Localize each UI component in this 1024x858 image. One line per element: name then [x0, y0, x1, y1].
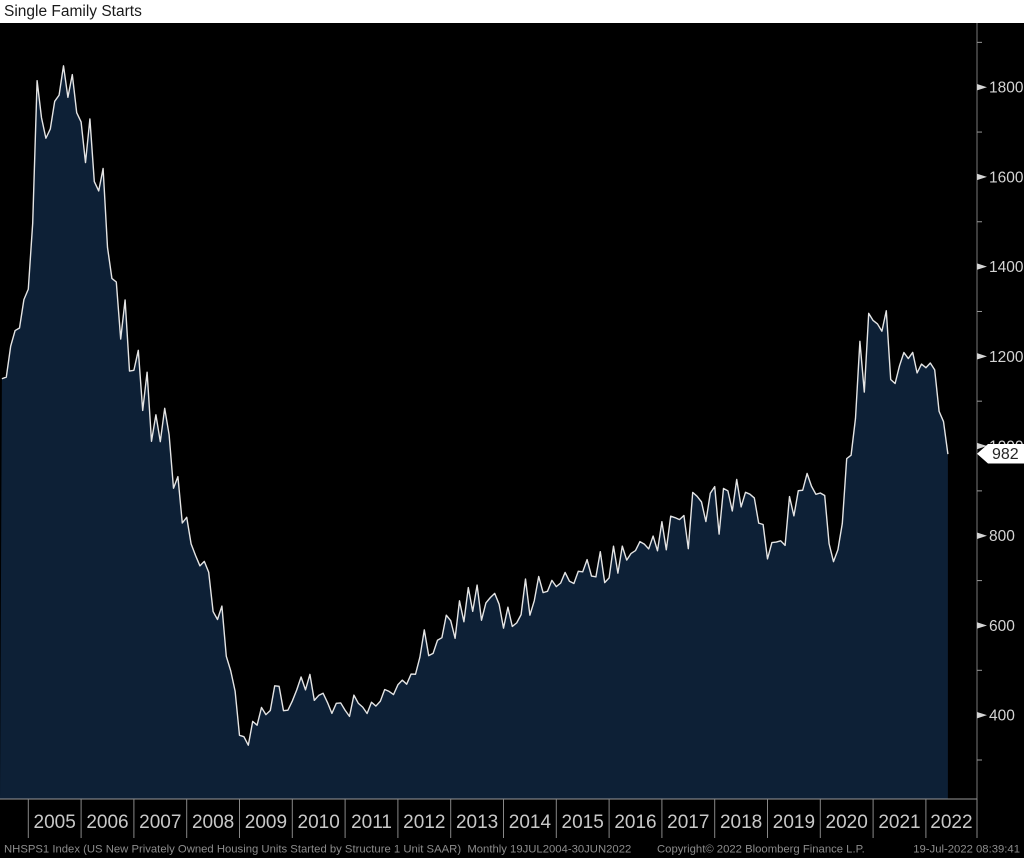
svg-text:2013: 2013 — [456, 812, 498, 833]
svg-text:2022: 2022 — [930, 812, 972, 833]
svg-text:2007: 2007 — [139, 812, 181, 833]
svg-text:2015: 2015 — [562, 812, 604, 833]
svg-text:2019: 2019 — [773, 812, 815, 833]
svg-text:2009: 2009 — [245, 812, 287, 833]
svg-text:2008: 2008 — [192, 812, 234, 833]
svg-text:1200: 1200 — [989, 349, 1024, 366]
svg-text:2005: 2005 — [34, 812, 76, 833]
svg-text:2010: 2010 — [298, 812, 340, 833]
svg-text:2016: 2016 — [614, 812, 656, 833]
svg-text:2021: 2021 — [878, 812, 920, 833]
svg-text:2014: 2014 — [509, 812, 552, 833]
svg-text:19-Jul-2022 08:39:41: 19-Jul-2022 08:39:41 — [913, 844, 1020, 856]
svg-text:2006: 2006 — [86, 812, 128, 833]
svg-text:600: 600 — [989, 618, 1015, 635]
svg-text:2011: 2011 — [351, 812, 392, 833]
svg-text:Copyright© 2022 Bloomberg Fina: Copyright© 2022 Bloomberg Finance L.P. — [657, 844, 865, 856]
svg-text:800: 800 — [989, 528, 1015, 545]
svg-text:2020: 2020 — [826, 812, 868, 833]
svg-text:1400: 1400 — [989, 259, 1024, 276]
svg-text:400: 400 — [989, 708, 1015, 725]
svg-text:NHSPS1 Index (US New Privately: NHSPS1 Index (US New Privately Owned Hou… — [4, 844, 631, 856]
svg-text:982: 982 — [992, 446, 1019, 463]
svg-text:2018: 2018 — [720, 812, 762, 833]
svg-text:2012: 2012 — [403, 812, 445, 833]
svg-text:2017: 2017 — [667, 812, 709, 833]
svg-text:1800: 1800 — [989, 80, 1024, 97]
svg-text:1600: 1600 — [989, 169, 1024, 186]
